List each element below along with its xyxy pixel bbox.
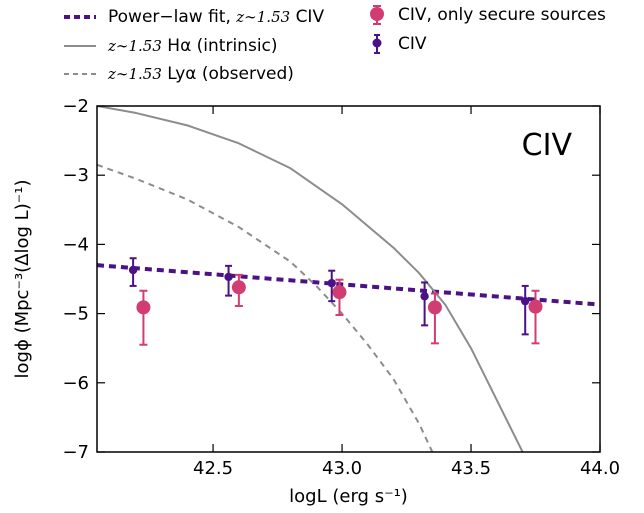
power-law-fit-line (97, 263, 600, 307)
model-curves (97, 106, 600, 452)
data-point (136, 300, 151, 315)
x-tick-label: 42.5 (193, 458, 233, 479)
x-tick-label: 44.0 (580, 458, 620, 479)
pink-marker-swatch (370, 5, 384, 25)
dashed-line-swatch (64, 15, 96, 19)
data-point (332, 285, 347, 300)
legend-item-civ: CIV (366, 33, 427, 55)
legend: Power−law fit, z∼1.53 CIV z∼1.53 Hα (int… (0, 0, 644, 95)
data-points (128, 257, 543, 346)
y-tick-label: −6 (62, 373, 89, 394)
legend-fit-redshift: z∼1.53 (236, 8, 291, 26)
y-tick-label: −5 (62, 304, 89, 325)
purple-marker-swatch (372, 34, 382, 54)
civ-series (128, 257, 530, 336)
dashed-line-swatch (64, 73, 96, 75)
axes-frame (96, 105, 601, 453)
legend-lya-label: Lyα (observed) (167, 64, 294, 84)
legend-secure-label: CIV, only secure sources (398, 5, 606, 25)
data-point (231, 280, 246, 295)
civ-secure-series (136, 273, 543, 346)
legend-item-halpha: z∼1.53 Hα (intrinsic) (62, 35, 278, 57)
halpha-intrinsic-curve (97, 106, 524, 452)
axis-ticks: 42.5 43.0 43.5 44.0 −7 −6 −5 −4 −3 −2 (62, 96, 620, 479)
legend-lya-redshift: z∼1.53 (108, 65, 162, 83)
legend-item-fit: Power−law fit, z∼1.53 CIV (62, 6, 324, 28)
legend-fit-suffix: CIV (295, 7, 325, 27)
data-point (427, 300, 442, 315)
legend-halpha-redshift: z∼1.53 (108, 37, 162, 55)
legend-item-secure: CIV, only secure sources (366, 4, 606, 26)
y-tick-label: −3 (62, 165, 89, 186)
data-point (327, 278, 336, 288)
lya-observed-curve (97, 163, 434, 452)
legend-item-lya: z∼1.53 Lyα (observed) (62, 63, 294, 85)
data-point (420, 292, 429, 301)
y-tick-label: −4 (62, 234, 89, 255)
data-point (224, 272, 233, 282)
legend-fit-prefix: Power−law fit, (108, 7, 231, 27)
x-tick-label: 43.5 (451, 458, 491, 479)
y-tick-label: −7 (62, 442, 89, 463)
panel-label: CIV (522, 128, 573, 163)
data-point (528, 299, 543, 314)
data-point (128, 265, 138, 275)
y-axis-label: logϕ (Mpc⁻³(Δlog L)⁻¹) (12, 180, 33, 379)
legend-civ-label: CIV (398, 34, 427, 54)
x-tick-label: 43.0 (322, 458, 362, 479)
y-tick-label: −2 (62, 96, 89, 117)
data-point (520, 296, 530, 306)
solid-line-swatch (64, 45, 96, 47)
legend-halpha-label: Hα (intrinsic) (167, 36, 278, 56)
x-axis-label: logL (erg s⁻¹) (289, 486, 408, 507)
